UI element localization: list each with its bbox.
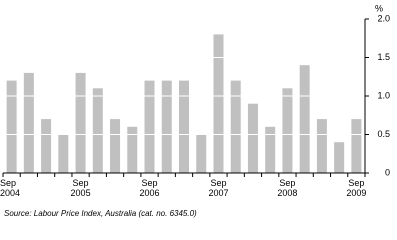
bar <box>161 80 172 173</box>
y-tick-label: 1.5 <box>377 52 390 62</box>
bar <box>265 126 276 173</box>
bar <box>127 126 138 173</box>
bar <box>58 134 69 173</box>
y-tick-label: 2.0 <box>377 13 390 23</box>
bar <box>299 65 310 173</box>
x-tick-label: Sep 2004 <box>0 178 21 198</box>
chart-svg: % 0 0.5 1.0 1.5 2.0 <box>2 3 390 177</box>
x-tick-label: Sep 2007 <box>208 178 229 198</box>
bar <box>144 80 155 173</box>
bar <box>110 119 121 173</box>
x-tick-label: Sep 2005 <box>70 178 91 198</box>
bar <box>247 103 258 173</box>
bar <box>230 80 241 173</box>
y-tick-label: 0 <box>385 167 390 177</box>
bar <box>351 119 362 173</box>
bar <box>6 80 17 173</box>
source-note: Source: Labour Price Index, Australia (c… <box>4 209 197 218</box>
x-tick-label: Sep 2009 <box>346 178 367 198</box>
bar <box>92 88 103 173</box>
x-tick-label: Sep 2008 <box>277 178 298 198</box>
chart: % 0 0.5 1.0 1.5 2.0 Source: Labour Price Ind… <box>0 3 390 218</box>
y-tick-label: 1.0 <box>377 90 390 100</box>
y-tick-label: 0.5 <box>377 129 390 139</box>
bar <box>316 119 327 173</box>
bar <box>334 142 345 173</box>
bar <box>196 134 207 173</box>
x-tick-label: Sep 2006 <box>139 178 160 198</box>
bar <box>23 72 34 173</box>
bar <box>75 72 86 173</box>
y-unit: % <box>375 3 383 13</box>
bar <box>179 80 189 173</box>
bar <box>282 88 293 173</box>
bar <box>213 34 224 174</box>
bar <box>41 119 52 173</box>
